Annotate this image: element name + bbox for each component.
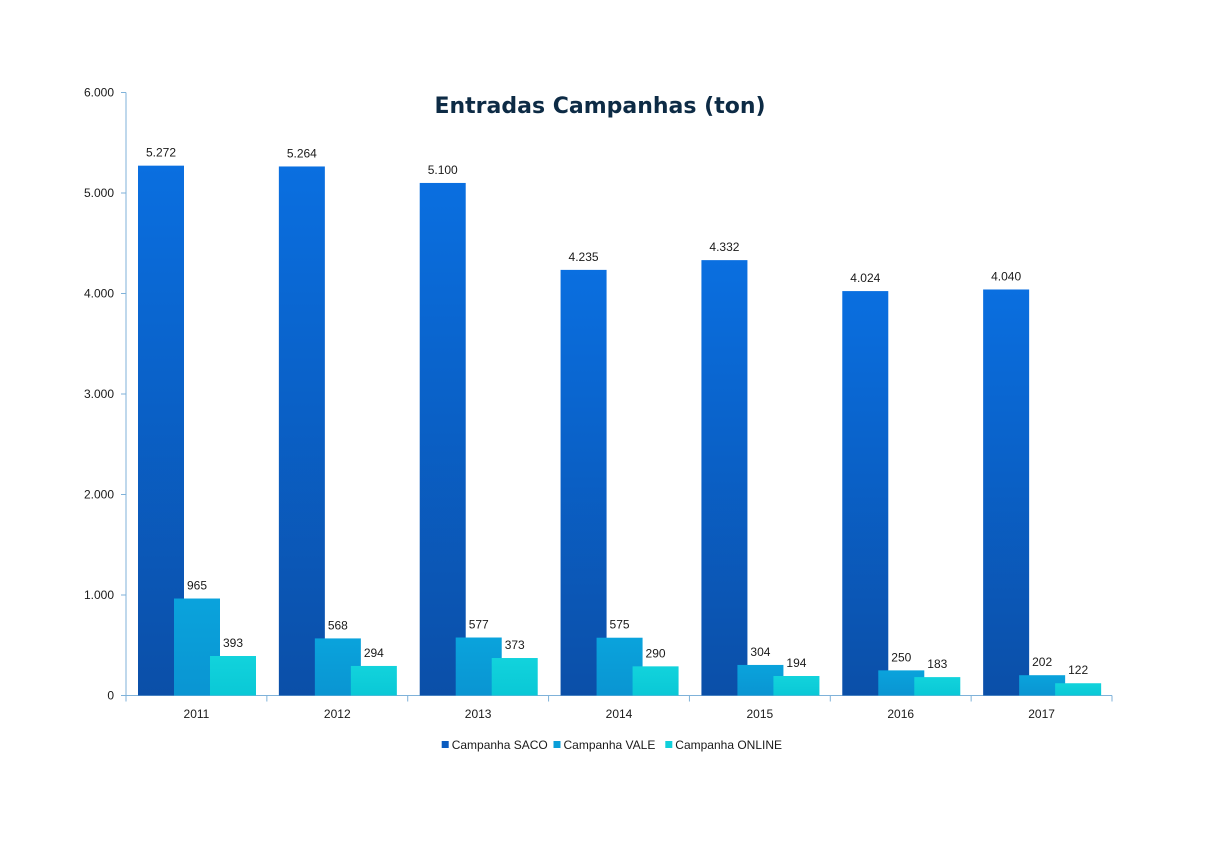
x-tick-label: 2016 [887,707,914,721]
legend-swatch [553,741,561,748]
data-label: 393 [223,636,243,650]
y-tick-label: 6.000 [84,86,114,100]
legend-item-campanha-vale: Campanha VALE [553,738,656,752]
data-label: 250 [891,650,911,664]
data-label: 577 [469,618,489,632]
legend-label: Campanha VALE [564,738,656,752]
bar-campanha-saco-2013 [419,182,466,696]
x-tick-label: 2015 [747,707,774,721]
bar-campanha-online-2014 [632,666,679,696]
data-label: 568 [328,618,348,632]
x-tick-label: 2014 [606,707,633,721]
bar-campanha-online-2017 [1055,683,1102,696]
data-label: 294 [364,646,384,660]
y-tick-label: 5.000 [84,186,114,200]
y-tick-label: 1.000 [84,588,114,602]
bar-campanha-online-2011 [210,656,256,696]
bar-campanha-online-2012 [350,665,397,696]
bar-campanha-saco-2016 [842,291,889,696]
legend: Campanha SACO Campanha VALE Campanha ONLIN… [441,738,782,752]
y-tick-label: 2.000 [84,488,114,502]
legend-item-campanha-saco: Campanha SACO [441,738,548,752]
data-label: 202 [1032,655,1052,669]
legend-label: Campanha ONLINE [675,738,782,752]
chart-title: Entradas Campanhas (ton) [434,94,765,119]
bar-campanha-saco-2014 [560,269,607,696]
data-label: 4.332 [709,240,739,254]
data-label: 373 [505,638,525,652]
data-label: 290 [646,646,666,660]
x-tick-label: 2017 [1028,707,1055,721]
data-label: 575 [610,618,630,632]
legend-swatch [441,741,449,748]
bar-campanha-saco-2017 [983,289,1030,696]
data-label: 183 [927,657,947,671]
bar-campanha-saco-2012 [278,166,325,696]
data-label: 5.264 [287,146,317,160]
data-label: 5.272 [146,146,176,160]
bars [138,165,1102,696]
y-tick-label: 0 [107,689,114,703]
y-tick-label: 3.000 [84,387,114,401]
data-labels: 5.272 5.264 5.100 4.235 4.332 4.024 4.040 965 56… [146,146,1088,678]
data-label: 4.024 [850,271,880,285]
bar-campanha-vale-2017 [1019,675,1066,696]
x-tick-label: 2012 [324,707,351,721]
data-label: 4.235 [569,250,599,264]
data-label: 304 [750,645,770,659]
x-tick-label: 2011 [184,707,210,721]
axes: 0 1.000 2.000 3.000 4.000 5.000 6.000 2011 2012 2… [84,86,1113,721]
bar-campanha-saco-2015 [701,260,748,696]
legend-item-campanha-online: Campanha ONLINE [665,738,782,752]
data-label: 4.040 [991,269,1021,283]
legend-label: Campanha SACO [452,738,548,752]
data-label: 194 [786,656,806,670]
data-label: 965 [187,579,207,593]
data-label: 5.100 [428,163,458,177]
legend-swatch [665,741,673,748]
bar-campanha-online-2015 [773,676,820,696]
bar-campanha-online-2013 [491,658,538,696]
y-tick-label: 4.000 [84,287,114,301]
data-label: 122 [1068,663,1088,677]
x-tick-label: 2013 [465,707,492,721]
bar-campanha-online-2016 [914,677,961,696]
